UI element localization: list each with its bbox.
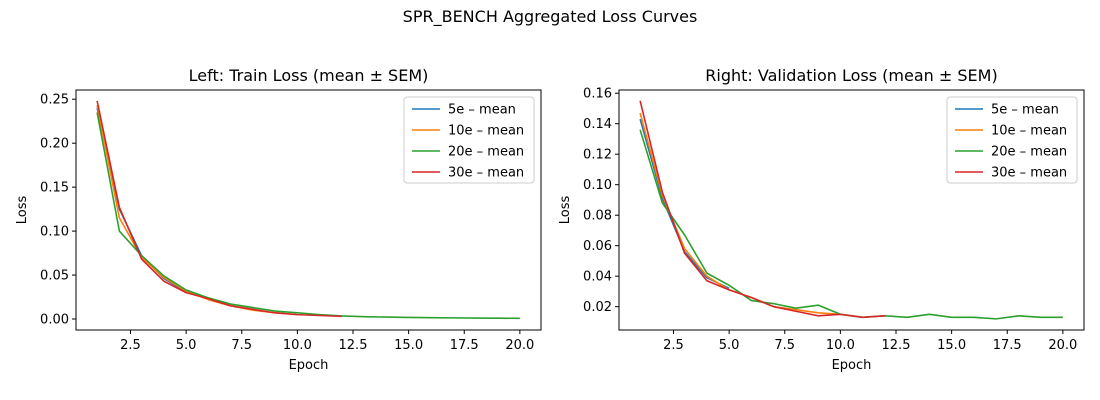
panel1-ytick-label: 0.04: [583, 270, 612, 285]
figure-suptitle: SPR_BENCH Aggregated Loss Curves: [403, 7, 698, 27]
panel1-xtick-label: 10.0: [826, 338, 855, 353]
panel1-xtick-label: 2.5: [663, 338, 684, 353]
panel1-ytick-label: 0.06: [583, 239, 612, 254]
panel1-ytick-label: 0.02: [583, 300, 612, 315]
panel1-yaxis-label: Loss: [558, 196, 573, 225]
panel0-title: Left: Train Loss (mean ± SEM): [189, 66, 429, 85]
panel1-xtick-label: 5.0: [719, 338, 740, 353]
panel0-ytick-label: 0.20: [40, 137, 69, 152]
panel0-ytick-label: 0.10: [40, 225, 69, 240]
panel1-series-line-3: [639, 100, 885, 319]
panel0-legend-label-2: 20e – mean: [448, 145, 524, 160]
panel1-xtick-label: 7.5: [774, 338, 795, 353]
panel0-legend: 5e – mean 10e – mean 20e – mean 30e – mean: [403, 96, 535, 184]
panel1-xtick-label: 20.0: [1048, 338, 1077, 353]
panel0-axes-frame: [75, 89, 542, 331]
panel1-legend-label-0: 5e – mean: [991, 103, 1059, 118]
panel0-ytick-label: 0.15: [40, 181, 69, 196]
panel0-series-line-1: [96, 105, 298, 316]
panel0-xtick-label: 2.5: [120, 338, 141, 353]
panel0-ytick-label: 0.25: [40, 93, 69, 108]
panel1-ytick-label: 0.16: [583, 87, 612, 102]
panel1-legend: 5e – mean 10e – mean 20e – mean 30e – mean: [946, 96, 1078, 184]
panel1-xtick-label: 17.5: [993, 338, 1022, 353]
panel1-plot-area: [639, 100, 1063, 320]
panel0-xtick-label: 12.5: [339, 338, 368, 353]
panel0-xtick-label: 17.5: [450, 338, 479, 353]
panel1-ytick-label: 0.08: [583, 209, 612, 224]
panel1-ytick-label: 0.14: [583, 117, 612, 132]
panel0-legend-label-1: 10e – mean: [448, 124, 524, 139]
panel0-series-line-0: [96, 107, 187, 293]
panel0-xtick-label: 10.0: [283, 338, 312, 353]
panel0-legend-label-3: 30e – mean: [448, 166, 524, 181]
panel1-ytick-label: 0.12: [583, 148, 612, 163]
panel1-series-line-0: [639, 118, 730, 290]
panel0-xtick-label: 15.0: [394, 338, 423, 353]
panel0-yaxis-label: Loss: [15, 196, 30, 225]
panel1-xtick-label: 12.5: [882, 338, 911, 353]
panel0-xtick-label: 7.5: [231, 338, 252, 353]
panel0-xtick-label: 5.0: [176, 338, 197, 353]
panel0-series-line-3: [96, 100, 342, 318]
panel0-ytick-label: 0.05: [40, 269, 69, 284]
panel1-xaxis-label: Epoch: [832, 358, 872, 373]
left-panel-train-loss: Left: Train Loss (mean ± SEM) 2.5 5.0 7.5 10…: [15, 66, 542, 373]
panel1-legend-label-3: 30e – mean: [991, 166, 1067, 181]
panel1-legend-box: [946, 96, 1078, 184]
panel1-xtick-label: 15.0: [937, 338, 966, 353]
panel1-axes-frame: [618, 89, 1085, 331]
panel0-plot-area: [96, 100, 520, 320]
panel1-ytick-label: 0.10: [583, 178, 612, 193]
panel1-legend-label-1: 10e – mean: [991, 124, 1067, 139]
panel0-ytick-label: 0.00: [40, 313, 69, 328]
panel0-xaxis-label: Epoch: [289, 358, 329, 373]
panel0-legend-label-0: 5e – mean: [448, 103, 516, 118]
panel1-legend-label-2: 20e – mean: [991, 145, 1067, 160]
panel0-xtick-label: 20.0: [505, 338, 534, 353]
panel0-legend-box: [403, 96, 535, 184]
panel1-title: Right: Validation Loss (mean ± SEM): [705, 66, 997, 85]
panel0-series-line-2: [96, 112, 520, 320]
right-panel-validation-loss: Right: Validation Loss (mean ± SEM) 2.5 5.…: [558, 66, 1085, 373]
